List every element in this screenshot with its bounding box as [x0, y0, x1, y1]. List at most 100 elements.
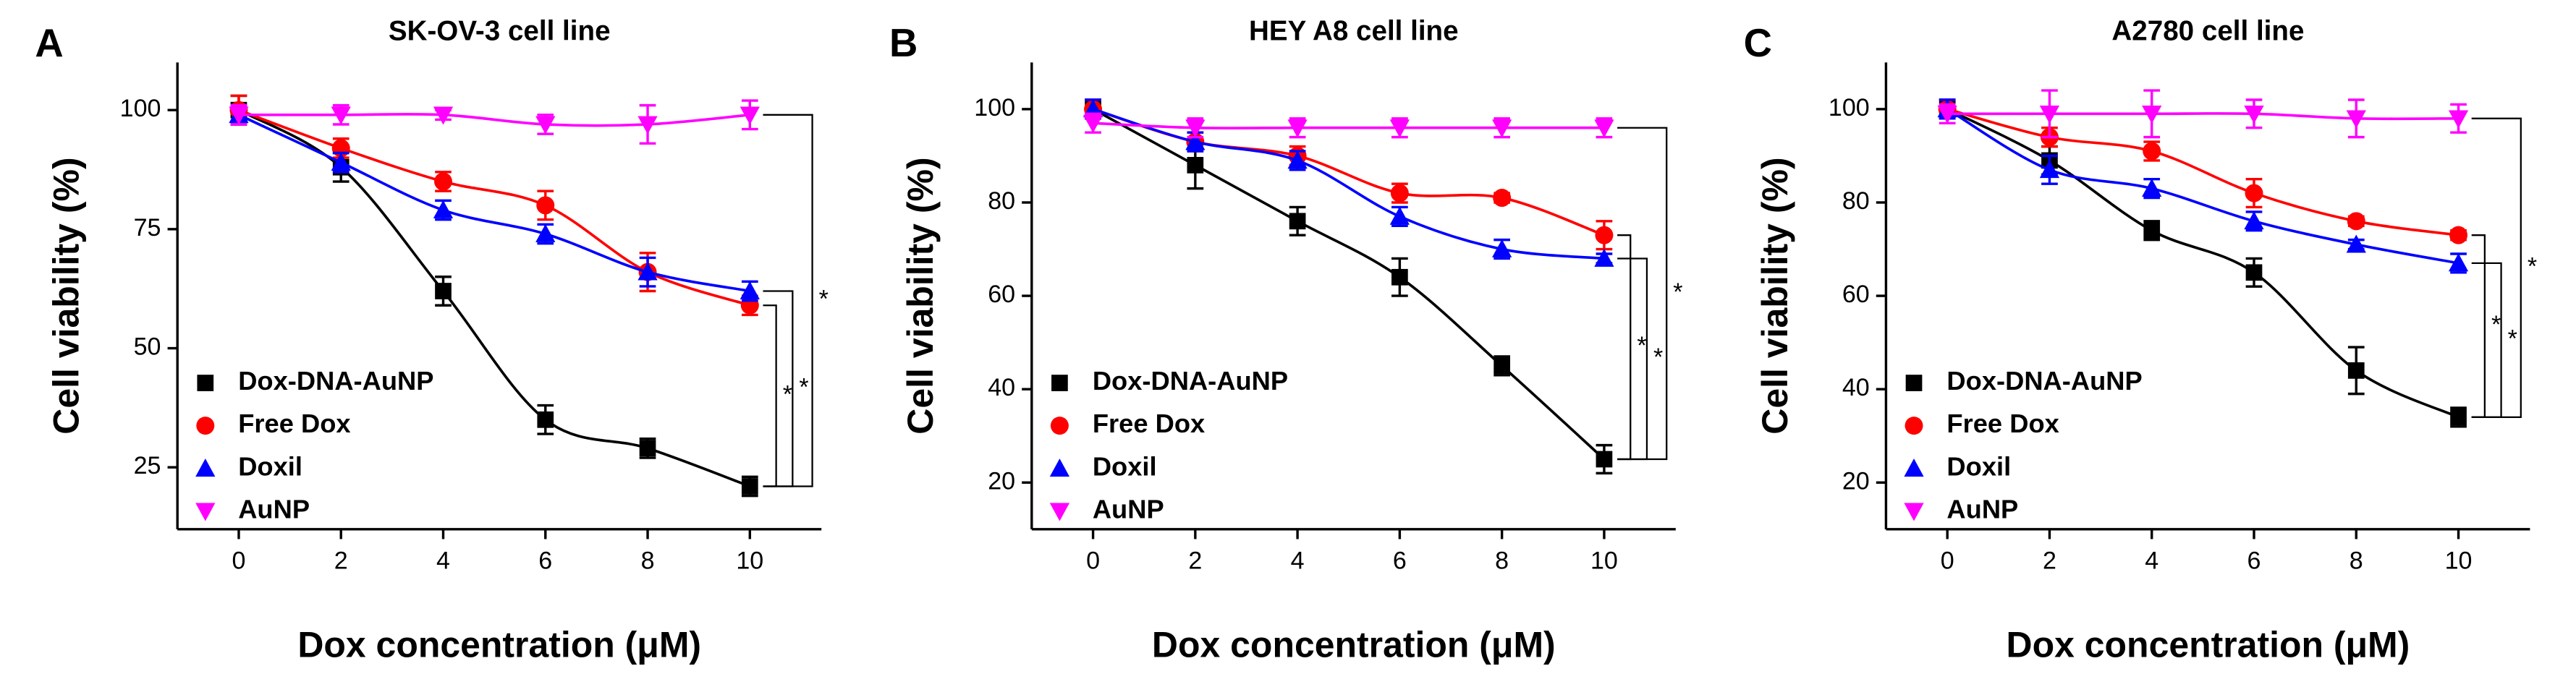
marker — [1594, 248, 1614, 267]
x-tick-label: 10 — [736, 547, 763, 574]
marker — [1492, 119, 1512, 138]
x-tick-label: 4 — [2145, 547, 2158, 574]
legend-marker — [1049, 458, 1070, 477]
legend-label: Dox-DNA-AuNP — [1946, 366, 2142, 396]
legend-label: Dox-DNA-AuNP — [238, 366, 433, 396]
x-tick-label: 2 — [1188, 547, 1202, 574]
legend-label: AuNP — [1093, 494, 1164, 524]
y-tick-label: 100 — [974, 94, 1015, 121]
marker — [2244, 211, 2264, 230]
marker — [536, 196, 555, 215]
legend-marker — [1904, 503, 1924, 521]
fit-line — [238, 108, 750, 307]
marker — [2142, 106, 2162, 124]
significance-label: * — [2528, 252, 2537, 280]
x-tick-label: 6 — [538, 547, 552, 574]
fit-line — [1093, 121, 1604, 130]
y-tick-label: 50 — [134, 333, 161, 361]
x-tick-label: 4 — [436, 547, 450, 574]
legend-label: Free Dox — [1946, 409, 2059, 438]
marker — [2245, 264, 2263, 281]
y-axis-label: Cell viability (%) — [46, 157, 87, 434]
marker — [740, 106, 760, 125]
significance-label: * — [1653, 344, 1663, 371]
legend-label: AuNP — [238, 494, 310, 524]
significance-bracket — [1617, 257, 1648, 461]
legend-marker — [1905, 375, 1923, 391]
legend-marker — [195, 503, 216, 521]
y-tick-label: 20 — [1842, 467, 1870, 495]
significance-label: * — [1673, 278, 1682, 306]
marker — [435, 283, 452, 299]
marker — [2142, 179, 2162, 197]
marker — [433, 106, 454, 125]
marker — [639, 440, 656, 457]
significance-bracket — [1617, 127, 1668, 461]
marker — [1389, 206, 1410, 225]
marker — [637, 262, 658, 281]
panel-letter: B — [889, 21, 918, 65]
marker — [1594, 119, 1614, 138]
marker — [2143, 142, 2161, 161]
panel-letter: C — [1744, 21, 1772, 65]
x-tick-label: 0 — [1086, 547, 1100, 574]
marker — [740, 281, 760, 299]
legend-marker — [195, 458, 216, 477]
x-axis-label: Dox concentration (μM) — [1152, 625, 1556, 665]
marker — [2347, 212, 2365, 231]
marker — [2448, 253, 2469, 272]
marker — [331, 153, 351, 171]
significance-bracket — [763, 290, 794, 487]
x-tick-label: 0 — [1941, 547, 1954, 574]
x-tick-label: 8 — [641, 547, 655, 574]
y-tick-label: 100 — [1829, 94, 1870, 121]
legend-label: Doxil — [238, 451, 302, 481]
marker — [2143, 222, 2161, 239]
marker — [2039, 160, 2060, 179]
y-tick-label: 20 — [988, 467, 1015, 495]
legend-marker — [1905, 417, 1923, 435]
legend-marker — [1904, 458, 1924, 477]
significance-bracket — [763, 304, 777, 487]
marker — [2039, 106, 2060, 124]
significance-bracket — [2471, 262, 2502, 419]
fit-line — [1946, 108, 2459, 236]
marker — [434, 172, 452, 191]
y-tick-label: 40 — [988, 374, 1015, 401]
legend-label: Doxil — [1946, 451, 2011, 481]
marker — [1287, 119, 1308, 138]
legend-marker — [1050, 417, 1069, 435]
legend-label: AuNP — [1946, 494, 2018, 524]
fit-line — [1947, 112, 2459, 121]
marker — [2347, 362, 2365, 379]
significance-label: * — [783, 380, 792, 408]
marker — [637, 116, 658, 135]
marker — [535, 116, 556, 135]
x-tick-label: 6 — [2247, 547, 2261, 574]
marker — [1492, 239, 1512, 257]
legend-label: Free Dox — [238, 409, 350, 438]
x-tick-label: 8 — [2350, 547, 2363, 574]
marker — [537, 411, 554, 428]
y-tick-label: 80 — [988, 187, 1015, 215]
marker — [1596, 451, 1613, 468]
y-axis-label: Cell viability (%) — [1755, 157, 1795, 434]
x-tick-label: 6 — [1393, 547, 1407, 574]
legend-marker — [1049, 503, 1070, 521]
y-tick-label: 60 — [988, 281, 1015, 308]
marker — [1390, 184, 1409, 202]
y-tick-label: 100 — [120, 95, 161, 122]
marker — [1391, 268, 1408, 286]
significance-label: * — [1637, 332, 1646, 359]
marker — [2450, 409, 2467, 426]
marker — [2346, 234, 2366, 253]
marker — [1937, 106, 1957, 124]
legend-marker — [197, 375, 214, 391]
fit-line — [238, 114, 750, 293]
significance-bracket — [763, 114, 813, 487]
y-tick-label: 80 — [1842, 187, 1870, 215]
marker — [1187, 157, 1204, 174]
x-axis-label: Dox concentration (μM) — [297, 625, 701, 665]
fit-line — [1092, 108, 1606, 461]
marker — [1287, 150, 1308, 169]
